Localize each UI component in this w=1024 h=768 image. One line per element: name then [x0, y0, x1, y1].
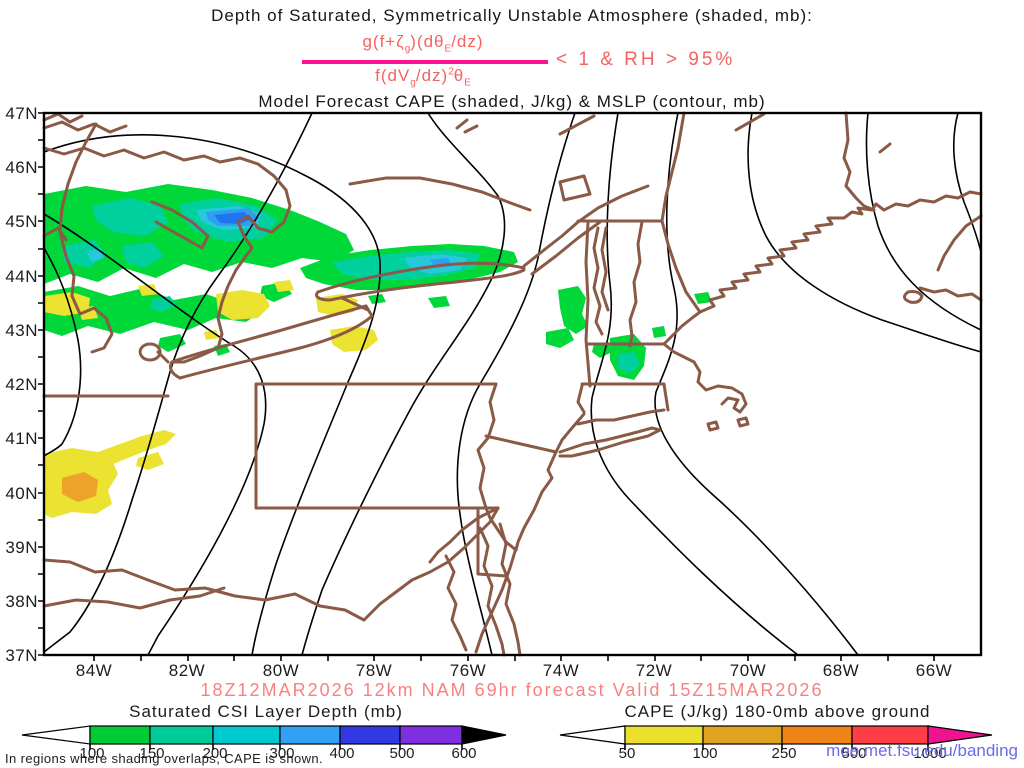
lat-label: 46N [5, 158, 38, 177]
colorbars [21, 725, 993, 750]
source-link[interactable]: moe.met.fsu.edu/banding [826, 741, 1018, 760]
cape-tick-label: 50 [618, 745, 636, 762]
csi-arrow-left [21, 725, 91, 745]
formula-denominator: f(dVg/dz)2θE [375, 66, 471, 89]
lat-label: 37N [5, 646, 38, 665]
lon-label: 82W [168, 661, 206, 680]
lat-label: 43N [5, 321, 38, 340]
csi-colorbar [21, 725, 507, 750]
csi-tick-label: 200 [202, 745, 228, 762]
csi-seg [399, 725, 463, 745]
formula-condition: < 1 & RH > 95% [556, 49, 736, 70]
cape-tick-label: 1000 [913, 745, 947, 762]
csi-seg [89, 725, 151, 745]
overlap-note: In regions where shading overlaps, CAPE … [5, 751, 324, 766]
lat-label: 41N [5, 429, 38, 448]
lon-label: 70W [729, 661, 767, 680]
cape-tick-label: 500 [841, 745, 867, 762]
page-title: Depth of Saturated, Symmetrically Unstab… [211, 6, 813, 25]
lat-label: 42N [5, 375, 38, 394]
csi-arrow-right [461, 725, 507, 745]
lat-label: 39N [5, 538, 38, 557]
csi-tick-label: 100 [79, 745, 105, 762]
csi-seg [339, 725, 401, 745]
state-borders [42, 111, 983, 657]
lat-label: 38N [5, 592, 38, 611]
lat-label: 47N [5, 104, 38, 123]
lon-label: 72W [635, 661, 673, 680]
lat-ticks [38, 112, 44, 656]
forecast-map [38, 111, 983, 661]
cape-colorbar [559, 725, 993, 750]
lat-label: 44N [5, 267, 38, 286]
csi-seg [212, 725, 281, 745]
cape-tick-label: 250 [771, 745, 797, 762]
csi-tick-label: 150 [139, 745, 165, 762]
lon-label: 74W [542, 661, 580, 680]
lat-label: 45N [5, 212, 38, 231]
formula-numerator: g(f+ζg)(dθE/dz) [362, 32, 484, 55]
cape-arrow-right [927, 725, 993, 745]
csi-tick-label: 400 [329, 745, 355, 762]
lon-label: 68W [822, 661, 860, 680]
lon-label: 84W [75, 661, 113, 680]
lon-ticks [93, 655, 935, 661]
forecast-timestamp: 18Z12MAR2026 12km NAM 69hr forecast Vali… [200, 680, 824, 700]
csi-shading-layer [44, 184, 712, 380]
cape-arrow-left [559, 725, 626, 745]
lat-label: 40N [5, 484, 38, 503]
csi-seg [149, 725, 214, 745]
cape-seg [702, 725, 783, 745]
lon-label: 80W [262, 661, 300, 680]
csi-colorbar-title: Saturated CSI Layer Depth (mb) [129, 702, 403, 721]
map-subtitle: Model Forecast CAPE (shaded, J/kg) & MSL… [258, 92, 766, 111]
lon-label: 66W [915, 661, 953, 680]
cape-colorbar-title: CAPE (J/kg) 180-0mb above ground [624, 702, 931, 721]
csi-tick-label: 600 [451, 745, 477, 762]
csi-seg [279, 725, 341, 745]
cape-shading-layer [44, 280, 378, 518]
csi-tick-label: 300 [269, 745, 295, 762]
cape-tick-label: 100 [692, 745, 718, 762]
lon-label: 78W [355, 661, 393, 680]
lon-label: 76W [449, 661, 487, 680]
csi-tick-label: 500 [389, 745, 415, 762]
cape-seg [624, 725, 704, 745]
formula-fraction-bar [302, 60, 548, 64]
